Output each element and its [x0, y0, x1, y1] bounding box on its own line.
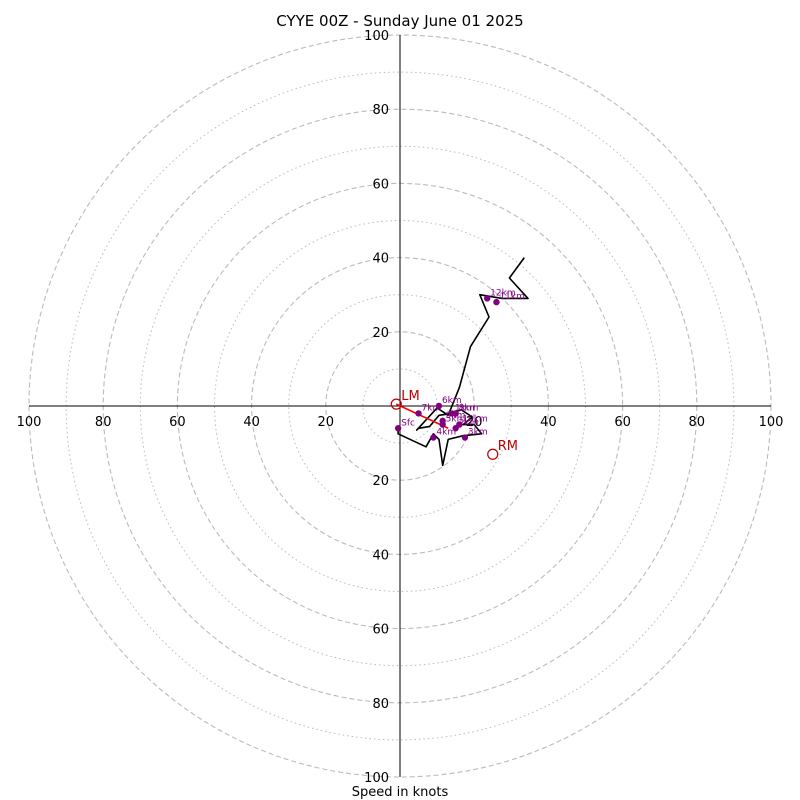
height-label: 12km	[490, 288, 515, 298]
height-label: 1km	[455, 403, 475, 413]
tick-labels: 100 80 60 40 20 20 40 60 80 100100806040202040608…	[17, 29, 784, 786]
chart-title: CYYE 00Z - Sunday June 01 2025	[276, 12, 523, 30]
height-label: 11km	[499, 292, 524, 302]
x-tick-label: 20	[318, 415, 335, 430]
x-tick-label: 40	[243, 415, 260, 430]
y-tick-label: 60	[372, 177, 389, 192]
height-label: 4km	[436, 428, 456, 438]
height-label: 9km	[446, 411, 466, 421]
y-tick-label: 80	[372, 103, 389, 118]
height-point	[430, 434, 437, 441]
height-label: 6km	[442, 396, 462, 406]
y-tick-label: 60	[372, 623, 389, 638]
x-tick-label: 60	[614, 415, 631, 430]
height-point	[461, 434, 469, 441]
x-axis-label: Speed in knots	[352, 785, 449, 800]
x-tick-label: 80	[95, 415, 112, 430]
height-label: 3km	[468, 428, 488, 438]
height-label: 8km	[459, 403, 479, 413]
y-tick-label: 40	[372, 252, 389, 267]
storm-motion-marker	[390, 398, 402, 410]
height-label: Sfc	[401, 418, 415, 428]
height-point	[435, 402, 443, 410]
storm-motion-label: RM	[498, 439, 518, 454]
height-point	[483, 295, 491, 302]
y-tick-label: 100	[364, 771, 389, 786]
storm-motion-label: LM	[401, 389, 419, 404]
height-point	[452, 410, 459, 417]
x-tick-label: 60	[169, 415, 186, 430]
height-point	[456, 421, 463, 428]
y-tick-label: 80	[372, 697, 389, 712]
height-label: 2km	[459, 418, 479, 428]
x-tick-label: 100	[17, 415, 42, 430]
height-point	[415, 410, 422, 417]
height-label: 10km	[462, 415, 487, 425]
hodograph-line	[397, 257, 529, 467]
x-tick-label: 80	[689, 415, 706, 430]
height-point	[493, 298, 500, 306]
height-label: 5km	[446, 415, 466, 425]
y-tick-label: 20	[372, 326, 389, 341]
y-tick-label: 20	[372, 474, 389, 489]
storm-motion-group: LM RM	[390, 389, 518, 460]
x-tick-label: 40	[540, 415, 557, 430]
storm-motion-marker	[487, 448, 499, 460]
y-tick-label: 100	[364, 29, 389, 44]
height-point	[394, 425, 402, 432]
height-point	[439, 417, 446, 425]
x-tick-label: 100	[759, 415, 784, 430]
y-tick-label: 40	[372, 548, 389, 563]
height-label: 7km	[422, 403, 442, 413]
